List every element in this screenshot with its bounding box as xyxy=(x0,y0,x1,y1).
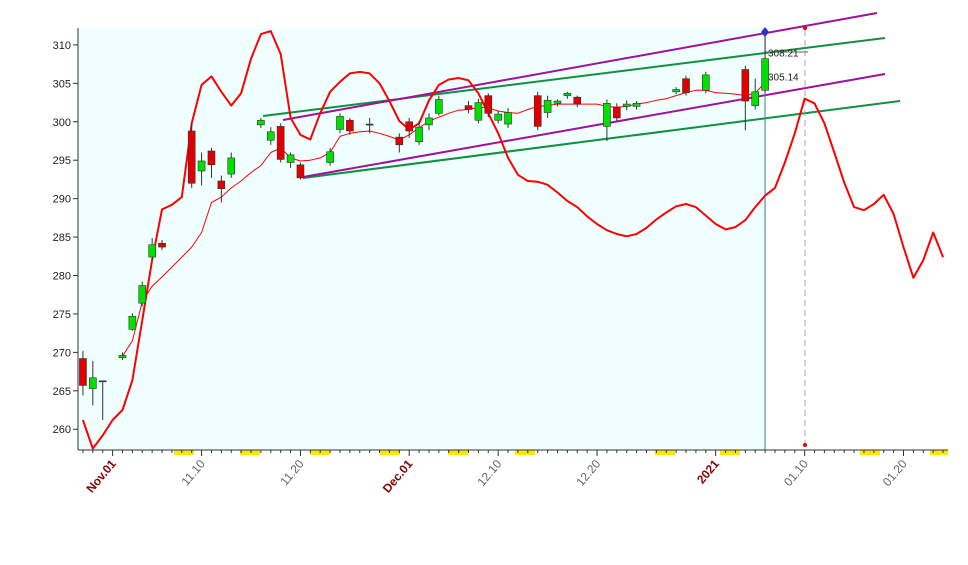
candle-body xyxy=(326,151,334,163)
candle-body xyxy=(118,355,127,359)
candle-body xyxy=(741,69,750,102)
x-tick-label: 12.10 xyxy=(474,457,504,489)
price-label: 308.21 xyxy=(768,49,799,60)
y-tick-label: 275 xyxy=(53,309,71,321)
y-tick-label: 310 xyxy=(53,40,71,52)
candle-body xyxy=(336,116,344,130)
price-label: 305.14 xyxy=(768,72,799,83)
candle-body xyxy=(415,126,423,143)
x-tick-label: Dec.01 xyxy=(380,457,416,496)
candle-body xyxy=(405,121,413,132)
candle-body xyxy=(98,380,107,383)
candle-body xyxy=(187,130,196,184)
candle-body xyxy=(197,160,206,172)
candle-body xyxy=(435,99,443,114)
candle-body xyxy=(603,103,611,127)
candle-body xyxy=(79,358,87,386)
x-tick-label: 11.10 xyxy=(178,457,208,489)
marker-dot xyxy=(803,443,807,447)
candle-body xyxy=(365,123,374,126)
x-tick-label: 2021 xyxy=(694,457,722,487)
x-tick-label: 12.20 xyxy=(573,457,603,489)
y-tick-label: 280 xyxy=(53,271,71,283)
candle-body xyxy=(682,78,690,93)
candle-body xyxy=(613,106,621,119)
candle-body xyxy=(266,131,275,141)
x-tick-label: 01.10 xyxy=(781,457,811,489)
y-tick-label: 265 xyxy=(53,386,71,398)
candle-body xyxy=(563,93,572,96)
x-tick-label: Nov.01 xyxy=(83,457,119,496)
candle-body xyxy=(346,119,354,132)
marker-dot xyxy=(803,26,807,30)
history-background xyxy=(78,28,765,450)
candle-body xyxy=(672,89,680,93)
y-tick-label: 300 xyxy=(53,117,71,129)
candle-body xyxy=(632,103,641,107)
x-tick-label: 11.20 xyxy=(277,457,307,489)
indicator-line xyxy=(122,81,766,357)
y-tick-label: 270 xyxy=(53,347,71,359)
y-tick-label: 260 xyxy=(53,424,71,436)
x-tick-label: 01.20 xyxy=(880,457,910,489)
candle-body xyxy=(474,102,483,121)
candle-body xyxy=(286,154,295,163)
candle-body xyxy=(622,103,631,107)
candle-body xyxy=(128,315,137,330)
y-tick-label: 305 xyxy=(53,78,71,90)
candle-body xyxy=(158,242,166,248)
candle-body xyxy=(425,117,433,126)
candle-body xyxy=(701,74,710,91)
candle-body xyxy=(89,377,97,389)
candle-body xyxy=(257,119,265,126)
candle-body xyxy=(761,58,769,91)
candle-body xyxy=(533,95,542,127)
candle-body xyxy=(227,157,236,175)
y-tick-label: 290 xyxy=(53,194,71,206)
candle-body xyxy=(148,244,156,258)
candle-body xyxy=(504,112,512,125)
candle-body xyxy=(553,100,562,104)
candle-body xyxy=(207,150,216,166)
candle-body xyxy=(464,105,473,110)
y-tick-label: 285 xyxy=(53,232,71,244)
candle-body xyxy=(138,285,147,304)
candle-body xyxy=(276,126,285,160)
candle-body xyxy=(484,95,493,114)
candle-body xyxy=(543,99,552,113)
candle-body xyxy=(217,180,226,189)
y-tick-label: 295 xyxy=(53,155,71,167)
candle-body xyxy=(494,113,502,121)
candle-body xyxy=(395,136,404,146)
candle-body xyxy=(296,164,305,179)
indicator-line xyxy=(81,30,945,450)
candle-body xyxy=(573,96,582,105)
diamond-marker xyxy=(761,27,769,37)
candle-body xyxy=(751,91,760,106)
